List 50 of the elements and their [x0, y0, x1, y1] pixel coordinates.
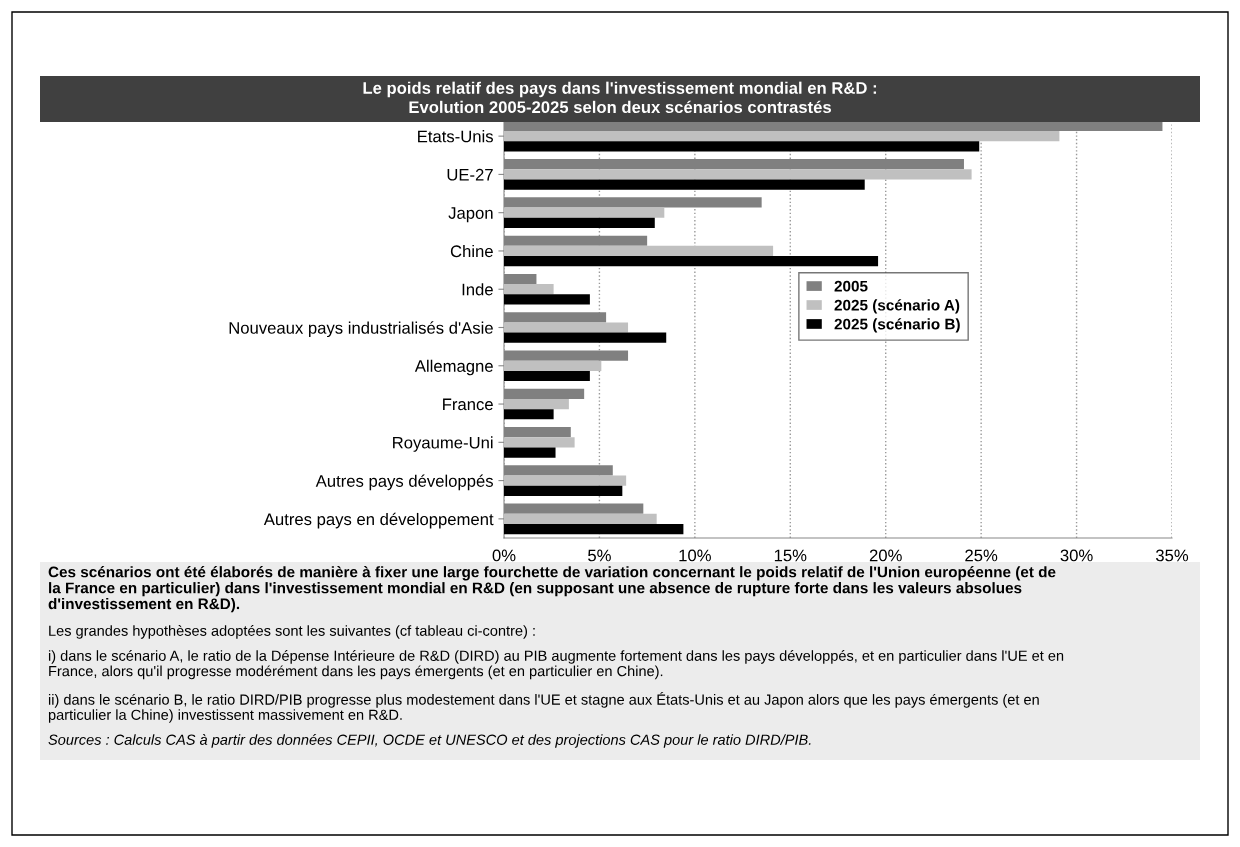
- bar: [504, 370, 590, 382]
- y-tick-label: UE-27: [447, 168, 493, 181]
- bar: [504, 437, 575, 448]
- y-tick-label: Autres pays en développement: [263, 512, 494, 529]
- bar: [504, 245, 774, 257]
- bar: [504, 360, 602, 371]
- y-tick-label: Allemagne: [414, 359, 493, 376]
- bar: [504, 409, 554, 420]
- x-tick-label: 30%: [1060, 549, 1093, 562]
- y-tick-label: Chine: [450, 244, 493, 258]
- text: Les grandes hypothèses adoptées sont les suivantes (cf tableau ci-contre) :: [49, 625, 535, 639]
- chart-title: Le poids relatif des pays dans l'investissement mondial en R&D : Evolution 2005-2025 selon deux scénarios contrastés: [363, 81, 877, 114]
- y-tick-label: Autres pays développés: [315, 474, 493, 491]
- bar: [504, 207, 665, 218]
- y-tick-label: Royaume-Uni: [393, 436, 493, 452]
- bar: [504, 217, 655, 228]
- bar: [504, 141, 980, 152]
- x-tick-label: 10%: [679, 549, 711, 562]
- bar: [504, 179, 865, 190]
- x-tick-label: 35%: [1155, 549, 1189, 562]
- bar: [504, 332, 667, 343]
- legend-label: 2025 (scénario B): [834, 318, 960, 333]
- x-tick-label: 25%: [965, 549, 998, 562]
- y-tick-label: Nouveaux pays industrialisés d'Asie: [229, 321, 493, 338]
- bar: [504, 169, 972, 180]
- bar: [504, 475, 627, 486]
- bar: [504, 513, 657, 524]
- source-note: Sources : Calculs CAS à partir des données CEPII, OCDE et UNESCO et des projections CAS pour le ratio DIRD/PIB.: [48, 734, 811, 748]
- y-tick-label: France: [443, 398, 493, 411]
- text: Ces scénarios ont été élaborés de manière à fixer une large fourchette de variation concernant le poids relatif de l'Union européenne (et de la France en particulier) dans l'investissement mondial en R&D (en supposant une absence de rupture forte dans les valeurs absolues d'investissement en R&D).: [48, 566, 1056, 613]
- bar: [504, 523, 684, 535]
- bar: [504, 447, 556, 458]
- y-tick-label: Etats-Unis: [418, 130, 493, 143]
- legend-label: 2005: [834, 280, 868, 292]
- x-tick-label: 20%: [869, 549, 902, 562]
- text: ii) dans le scénario B, le ratio DIRD/PIB progresse plus modestement dans l'UE et stagne aux États-Unis et au Japon alors que les pays émergents (et en particulier la Chine) investissent massivement en R&D.: [48, 692, 1039, 723]
- text: i) dans le scénario A, le ratio de la Dépense Intérieure de R&D (DIRD) au PIB augmente fortement dans les pays développés, et en particulier dans l'UE et en France, alors qu'il progresse modérément dans les pays émergents (et en particulier en Chine).: [48, 650, 1064, 680]
- y-tick-label: Inde: [462, 283, 493, 296]
- bar: [504, 131, 1060, 142]
- x-tick-label: 15%: [774, 549, 807, 562]
- bar: [504, 398, 569, 410]
- bar: [504, 322, 629, 333]
- legend-label: 2025 (scénario A): [834, 299, 960, 314]
- y-tick-label: Japon: [448, 207, 493, 223]
- x-tick-label: 5%: [588, 549, 611, 562]
- bar: [504, 485, 623, 496]
- bar: [504, 294, 590, 305]
- x-tick-label: 0%: [492, 549, 516, 562]
- bar: [504, 284, 554, 295]
- bar: [504, 256, 879, 267]
